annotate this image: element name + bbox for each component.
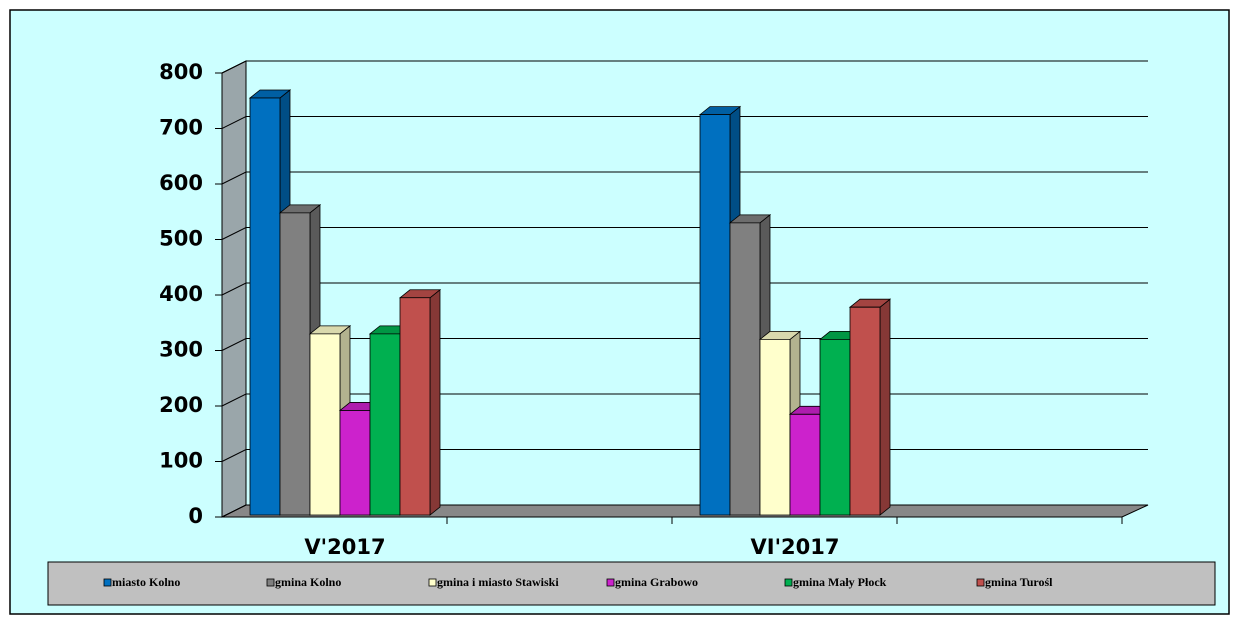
bar-front — [789, 413, 821, 516]
bar-front — [309, 333, 341, 516]
legend-label: gmina Grabowo — [615, 575, 698, 589]
y-tick-label: 500 — [159, 227, 203, 251]
bar-side — [429, 288, 441, 516]
bar-front — [819, 338, 851, 516]
legend-label: miasto Kolno — [112, 575, 180, 589]
x-tick-label: V'2017 — [304, 535, 385, 559]
legend-label: gmina Kolno — [275, 575, 341, 589]
grid-line — [221, 171, 1148, 185]
legend-label: gmina i miasto Stawiski — [437, 575, 559, 589]
y-tick-label: 800 — [159, 60, 203, 84]
y-tick-label: 400 — [159, 282, 203, 306]
legend-box — [47, 561, 1216, 606]
bar — [398, 288, 442, 516]
legend-swatch — [606, 578, 615, 587]
bar-front — [399, 297, 431, 516]
legend-swatch — [784, 578, 793, 587]
legend-swatch — [428, 578, 437, 587]
x-tick-label: VI'2017 — [751, 535, 840, 559]
bar-front — [369, 333, 401, 516]
bar-side — [879, 298, 891, 516]
bar-front — [849, 306, 881, 516]
grid-line — [221, 282, 1148, 296]
legend-swatch — [103, 578, 112, 587]
grid-line — [221, 116, 1148, 129]
bar-front — [729, 222, 761, 516]
bar-front — [339, 410, 371, 516]
legend-swatch — [976, 578, 985, 587]
legend-label: gmina Mały Płock — [793, 575, 887, 589]
grid-line — [221, 227, 1148, 240]
bar-front — [699, 114, 731, 516]
grid-line — [221, 60, 1148, 74]
y-tick-label: 200 — [159, 393, 203, 417]
y-tick-label: 100 — [159, 449, 203, 473]
bar-front — [279, 212, 311, 516]
y-tick-label: 300 — [159, 338, 203, 362]
bar — [848, 298, 892, 516]
legend-swatch — [266, 578, 275, 587]
bar-front — [759, 338, 791, 516]
y-tick-label: 600 — [159, 171, 203, 195]
y-tick-label: 0 — [188, 504, 203, 528]
y-tick-label: 700 — [159, 116, 203, 140]
bar-front — [249, 97, 281, 516]
legend-label: gmina Turośl — [985, 575, 1053, 589]
